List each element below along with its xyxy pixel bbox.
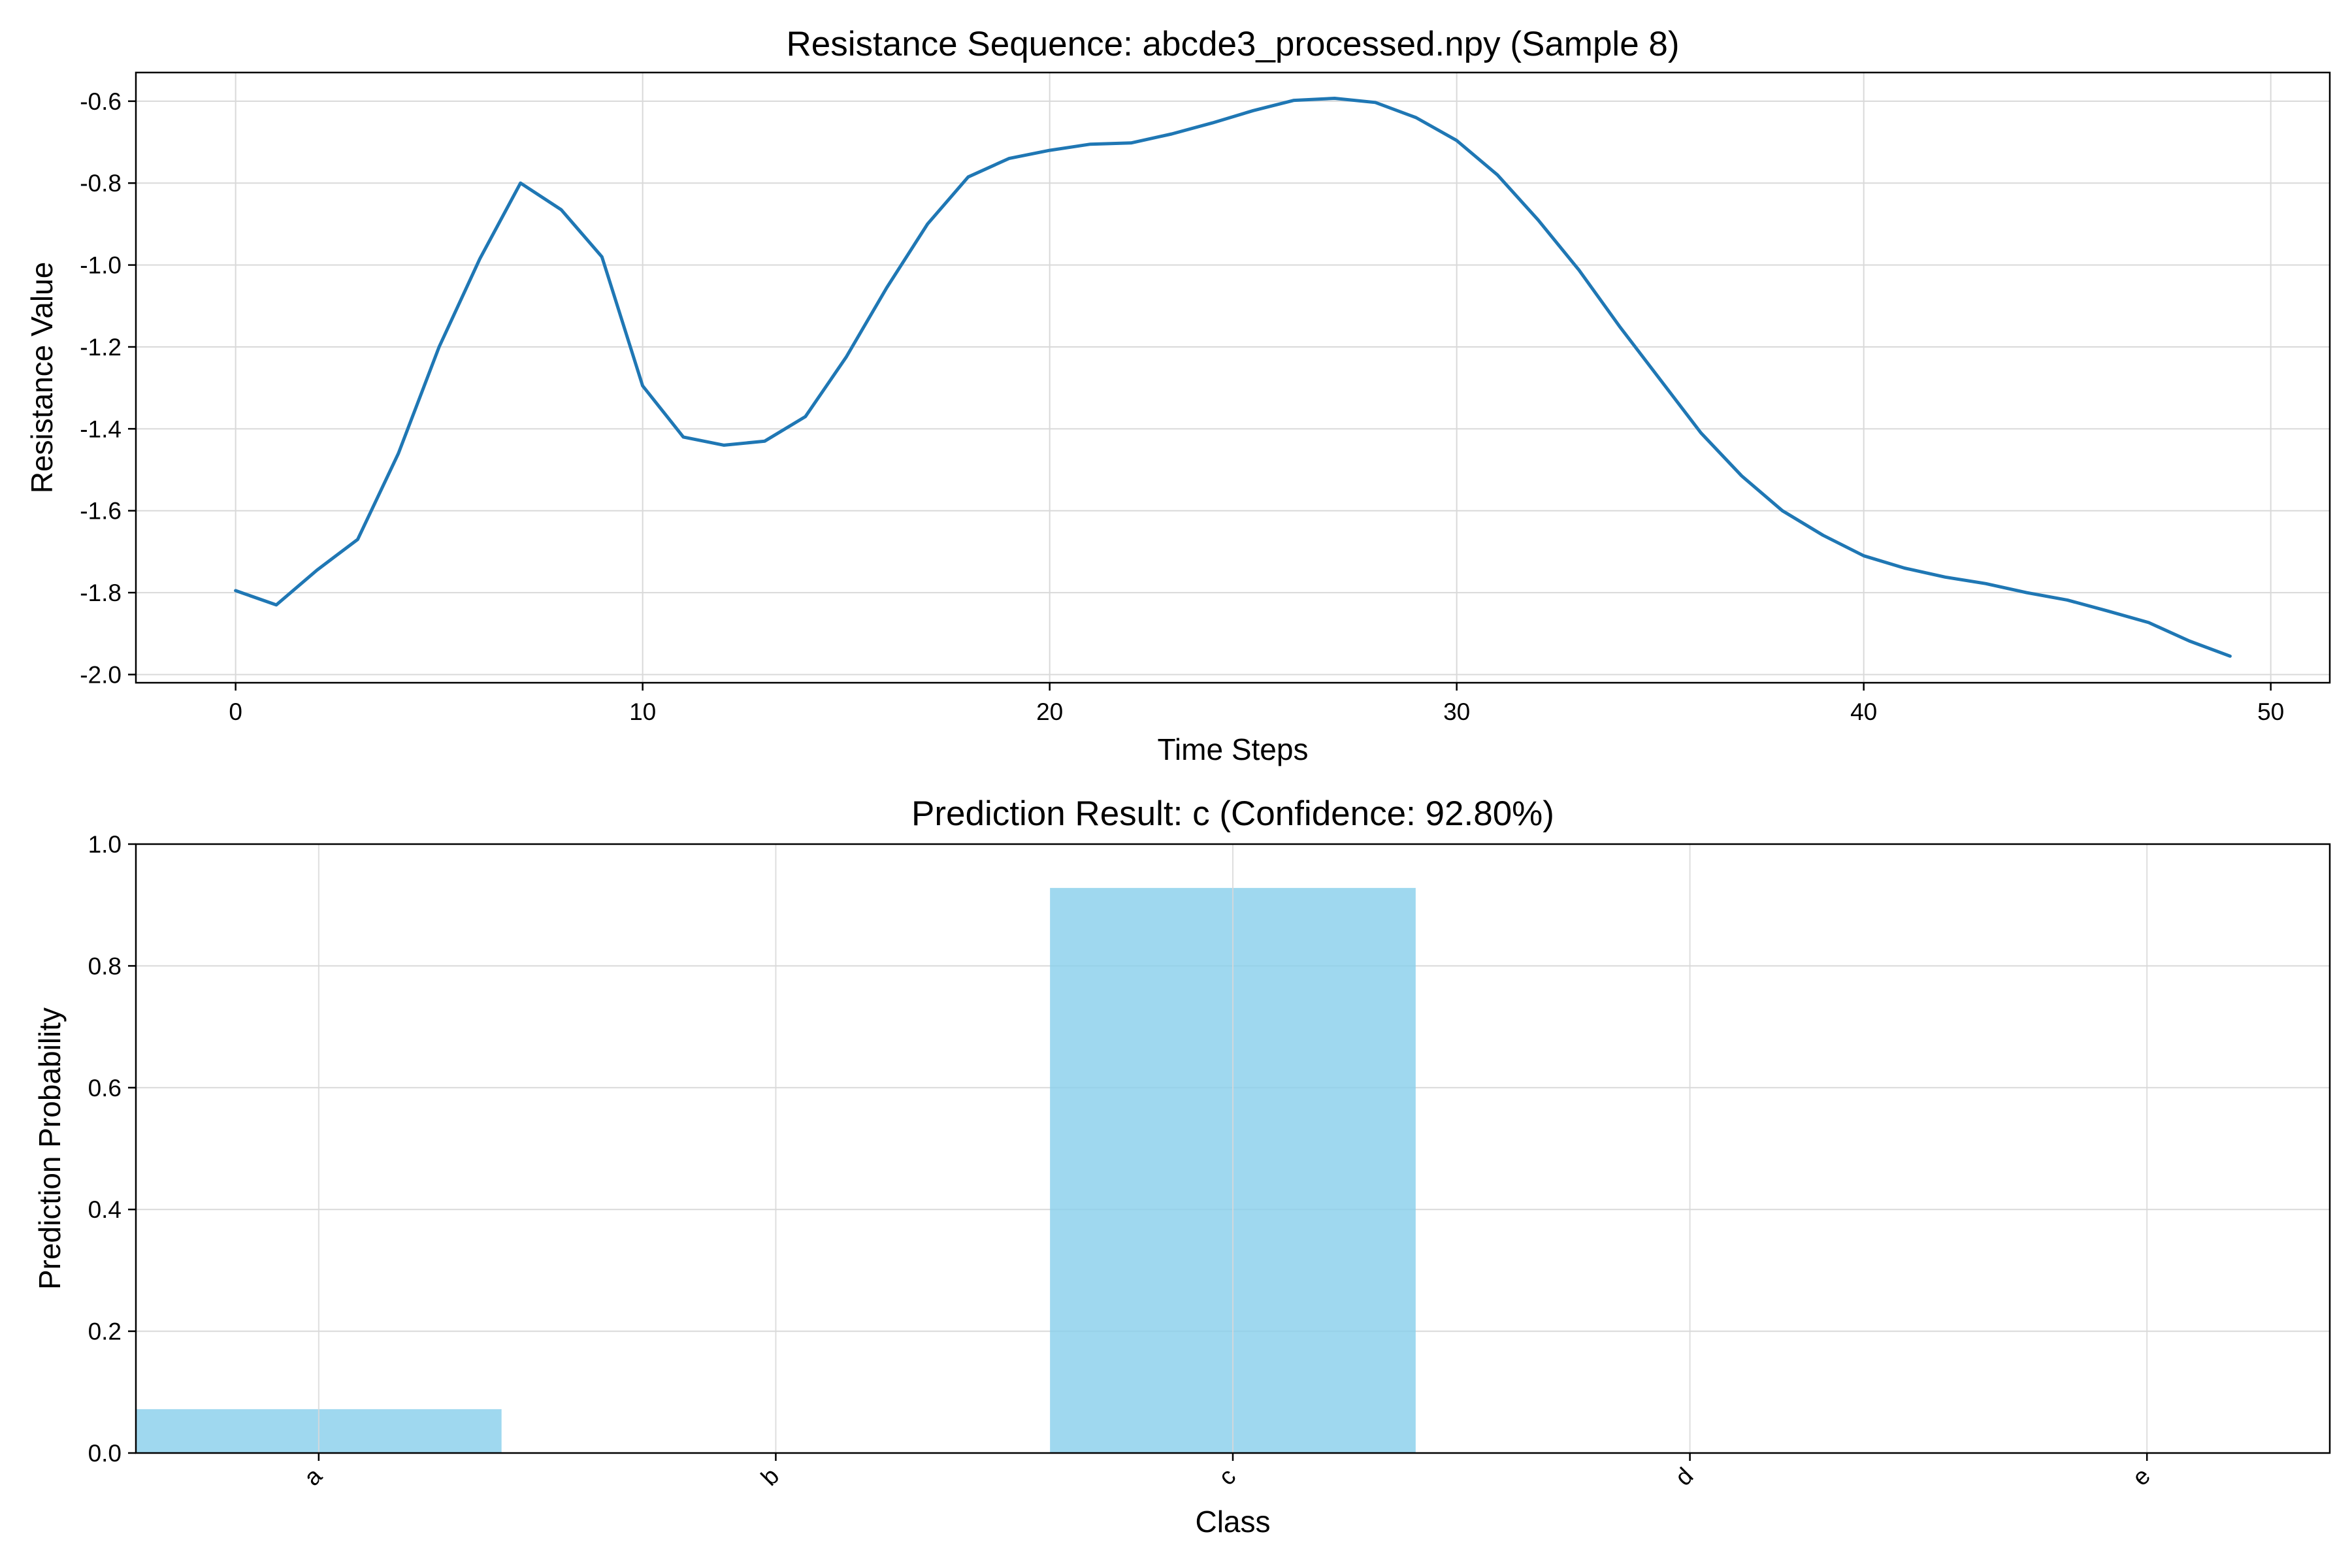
line-chart-series	[234, 97, 2232, 658]
line-chart-y-tick-label: -0.6	[80, 88, 122, 115]
line-chart-y-tick-label: -2.0	[80, 661, 122, 688]
line-chart-y-tick-label: -1.0	[80, 252, 122, 279]
line-chart-y-axis-label: Resistance Value	[25, 262, 59, 494]
bar-chart-y-axis-label: Prediction Probability	[33, 1007, 67, 1290]
bar-chart-x-axis-label: Class	[1195, 1505, 1270, 1539]
line-chart-x-tick-label: 50	[2257, 698, 2284, 725]
bar-chart-grid-overlay	[318, 844, 2148, 1453]
bar-chart-title: Prediction Result: c (Confidence: 92.80%…	[911, 794, 1554, 833]
bar-chart-y-tick-label: 0.4	[88, 1196, 122, 1223]
line-chart-x-tick-label: 10	[629, 698, 656, 725]
line-chart-x-tick-label: 40	[1850, 698, 1877, 725]
bar-chart-y-tick-label: 0.6	[88, 1075, 122, 1102]
bar-chart: 0.00.20.40.60.81.0a b c d e Prediction Resul…	[33, 794, 2331, 1539]
bar-chart-y-tick-label: 0.8	[88, 953, 122, 979]
line-chart-x-tick-label: 30	[1443, 698, 1470, 725]
line-chart-y-tick-label: -1.2	[80, 334, 122, 361]
bar-chart-y-tick-label: 1.0	[88, 831, 122, 858]
line-chart-y-tick-label: -1.8	[80, 580, 122, 606]
line-chart-grid	[136, 73, 2330, 683]
line-chart-y-tick-label: -1.4	[80, 416, 122, 442]
line-chart-x-tick-label: 20	[1036, 698, 1063, 725]
line-chart-frame	[135, 71, 2331, 684]
line-chart-y-tick-label: -1.6	[80, 498, 122, 525]
line-chart-ticks: 0 10 20 30 40 50 -2.0 -1.8 -1.6 -1.4 -1.2 -1.0 -0.8 -…	[80, 88, 2284, 725]
bar-chart-y-tick-label: 0.0	[88, 1440, 122, 1467]
line-chart-title: Resistance Sequence: abcde3_processed.np…	[786, 25, 1679, 63]
line-chart-y-tick-label: -0.8	[80, 170, 122, 197]
bar-chart-y-tick-label: 0.2	[88, 1318, 122, 1345]
line-chart: 0 10 20 30 40 50 -2.0 -1.8 -1.6 -1.4 -1.2 -1.0 -0.8 -…	[25, 25, 2331, 766]
resistance-line	[234, 97, 2232, 658]
line-chart-x-tick-label: 0	[229, 698, 242, 725]
line-chart-x-axis-label: Time Steps	[1158, 732, 1309, 766]
